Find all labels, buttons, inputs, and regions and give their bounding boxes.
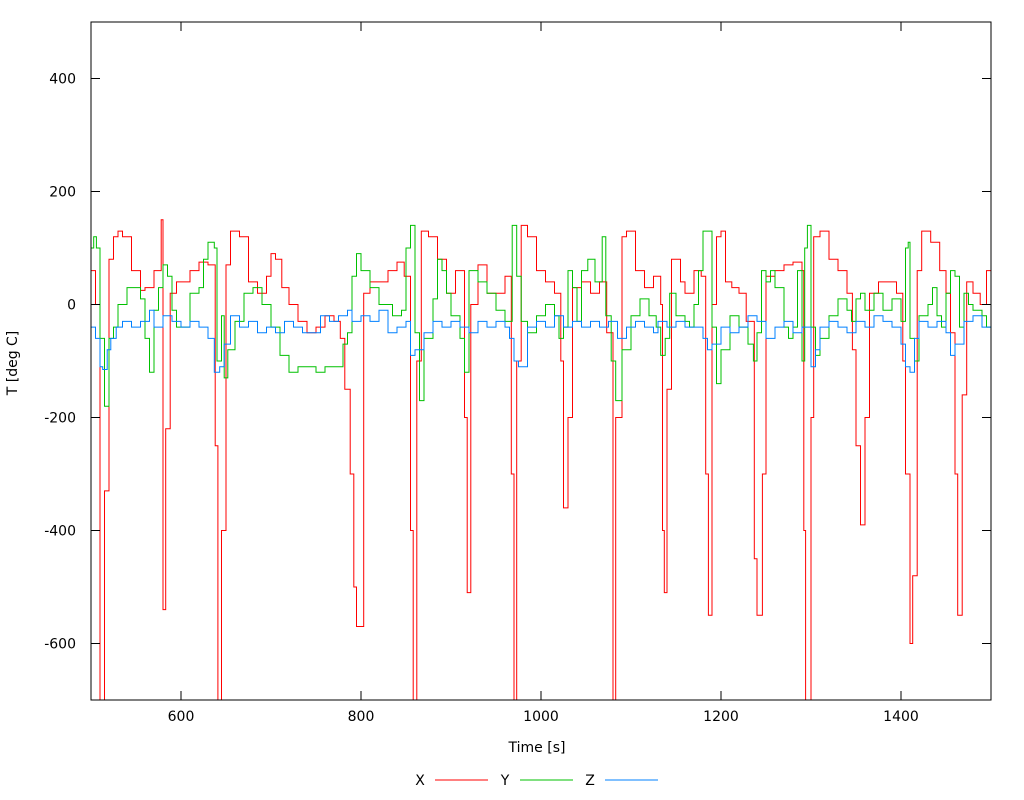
legend-label-y: Y	[500, 773, 510, 789]
legend: X Y Z	[415, 773, 658, 789]
x-tick-label: 1200	[703, 709, 739, 725]
x-tick-label: 800	[348, 709, 375, 725]
y-tick-label: 0	[67, 298, 76, 314]
x-axis-label: Time [s]	[508, 740, 566, 756]
y-tick-label: -400	[44, 524, 76, 540]
series-line-z	[91, 309, 991, 373]
y-tick-label: -200	[44, 411, 76, 427]
x-tick-label: 1400	[883, 709, 919, 725]
series-line-x	[91, 219, 991, 700]
y-tick-label: -600	[44, 637, 76, 653]
x-tick-label: 1000	[523, 709, 559, 725]
y-axis-label: T [deg C]	[5, 331, 21, 397]
x-tick-label: 600	[168, 709, 195, 725]
series-line-y	[91, 224, 991, 407]
legend-label-z: Z	[585, 773, 595, 789]
y-tick-label: 400	[49, 72, 76, 88]
legend-label-x: X	[415, 773, 425, 789]
y-tick-label: 200	[49, 185, 76, 201]
